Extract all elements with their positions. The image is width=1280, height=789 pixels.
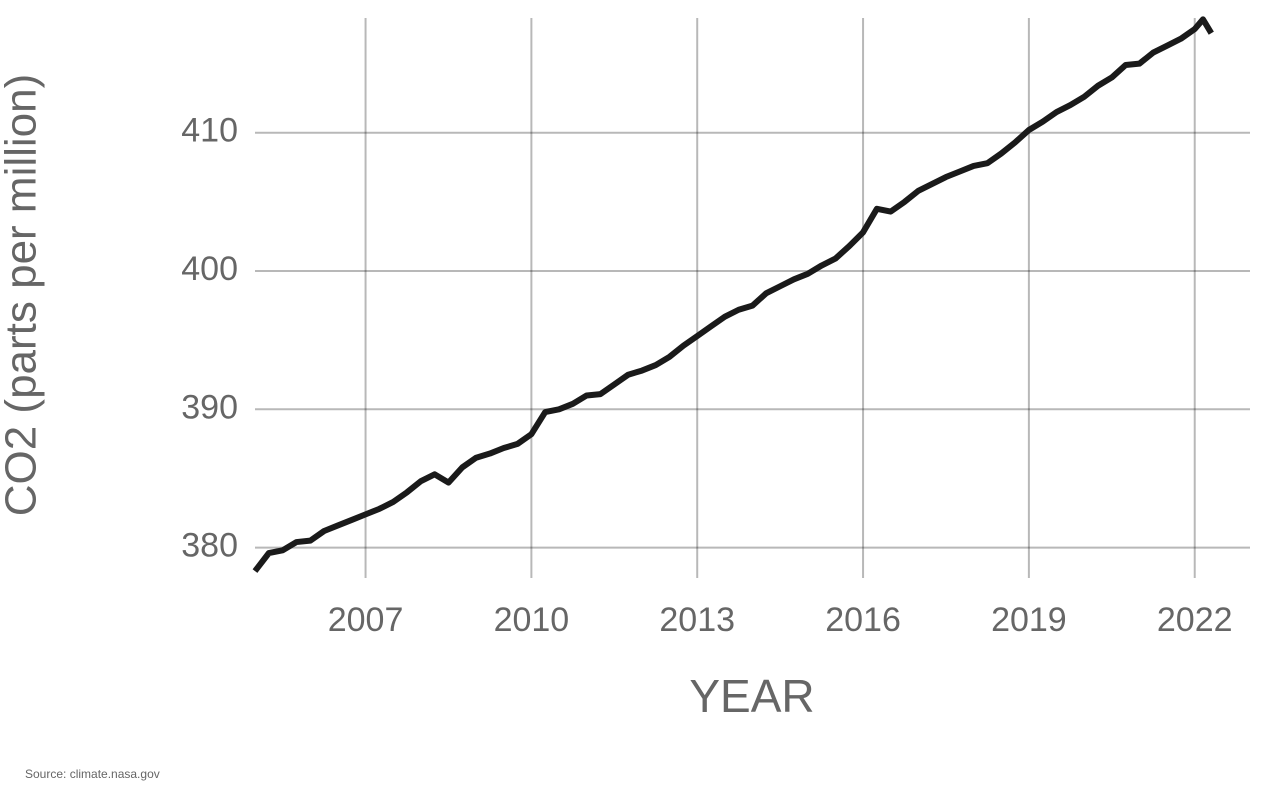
y-tick-label: 400 <box>181 250 238 288</box>
x-tick-label: 2010 <box>494 601 570 639</box>
y-tick-label: 410 <box>181 112 238 150</box>
x-tick-label: 2013 <box>659 601 735 639</box>
y-axis-label: CO2 (parts per million) <box>0 74 46 517</box>
x-tick-label: 2019 <box>991 601 1067 639</box>
x-axis-label: YEAR <box>689 670 814 722</box>
y-tick-label: 380 <box>181 527 238 565</box>
data-line <box>252 16 1214 573</box>
source-note: Source: climate.nasa.gov <box>25 767 160 781</box>
x-tick-label: 2022 <box>1157 601 1233 639</box>
y-tick-label: 390 <box>181 388 238 426</box>
x-tick-label: 2016 <box>825 601 901 639</box>
x-tick-label: 2007 <box>328 601 404 639</box>
